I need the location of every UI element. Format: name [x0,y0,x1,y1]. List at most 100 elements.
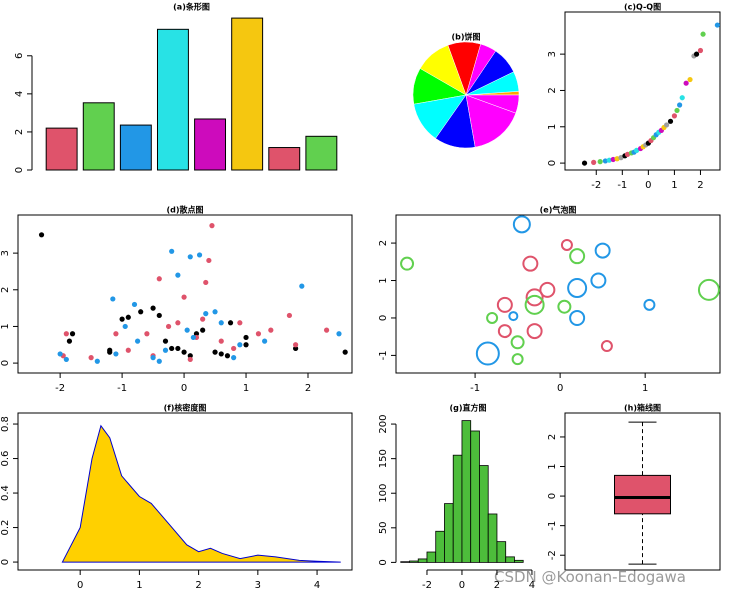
bubble [557,299,572,314]
bubble [594,242,611,259]
y-tick-label: 0 [0,559,11,565]
box [614,474,671,515]
y-tick-label: 1 [547,124,558,130]
point [175,320,181,326]
chart-title: (f)核密度图 [164,403,207,413]
point [231,355,237,361]
point [714,22,720,28]
y-tick-label: 0.8 [0,416,11,432]
point [156,358,162,364]
y-tick-label: 0.2 [0,520,11,536]
point [66,338,73,344]
bubble [508,311,519,322]
point [693,51,700,57]
hist-bar [479,465,489,563]
chart-title: (a)条形图 [173,2,210,12]
y-tick-label: 3 [547,51,558,57]
point [581,160,588,166]
point [687,76,693,83]
bubble [526,323,543,340]
point [184,327,190,333]
bubble [643,298,656,311]
pie-slice [465,94,520,114]
bubble [600,340,613,353]
hist-bar [426,551,437,563]
bubble [567,278,588,299]
point [175,345,181,352]
hist-bar [400,561,410,563]
x-tick-label: 1 [136,580,142,591]
y-tick-label: 0.6 [0,451,11,467]
point [122,323,128,330]
y-tick-label: 2 [14,129,25,135]
point [69,331,76,337]
point [162,338,169,344]
x-tick-label: 0 [77,580,83,591]
bar [45,127,78,171]
bubble [497,324,512,339]
point [663,122,670,128]
point [602,158,608,164]
y-tick-label: 1 [547,463,558,469]
point [63,356,69,363]
y-tick-label: 2 [378,240,389,246]
hist-bar [444,503,454,563]
point [169,248,175,254]
point [88,355,94,361]
point [150,305,156,311]
x-tick-label: 0 [645,180,651,191]
chart-title: (g)直方图 [449,403,486,413]
point [237,320,243,326]
y-tick-label: 0 [378,559,389,565]
point [131,301,138,308]
point [196,252,203,258]
hist-bar [514,559,524,563]
x-tick-label: 1 [642,383,648,394]
point [125,314,131,320]
point [119,316,125,322]
hist-bar [505,556,515,563]
bar [156,28,189,171]
point [218,320,224,326]
point [218,351,224,357]
x-tick-label: -1 [617,180,627,191]
point [614,156,620,162]
y-tick-label: -1 [547,521,558,531]
point [38,232,45,238]
point [336,331,342,337]
bubble [697,278,720,301]
point [606,157,612,163]
bubble [512,215,531,234]
y-tick-label: 6 [14,53,25,59]
y-tick-label: 2 [547,87,558,93]
point [63,331,69,337]
x-tick-label: 2 [195,580,201,591]
point [169,345,175,352]
point [156,276,162,282]
point [227,320,234,326]
point [218,338,224,344]
y-tick-label: 100 [378,484,389,503]
chart-title: (h)箱线图 [624,403,661,413]
y-tick-label: 0 [378,315,389,321]
x-tick-label: 4 [529,580,535,591]
hist-bar [470,430,480,563]
bubble [475,341,500,366]
point [165,323,172,330]
point [203,311,209,317]
bar [268,147,301,171]
x-tick-label: 2 [697,180,703,191]
chart-title: (b)饼图 [451,32,480,42]
bubble [569,309,586,326]
y-tick-label: 200 [378,415,389,434]
hist-bar [417,558,428,563]
point [268,327,274,333]
point [293,345,299,352]
hist-bar [435,530,445,563]
bar [119,124,152,171]
bar [231,17,264,171]
hist-bar [461,420,472,563]
point [190,334,196,341]
x-tick-label: -2 [55,383,65,394]
hist-bar [452,454,463,563]
